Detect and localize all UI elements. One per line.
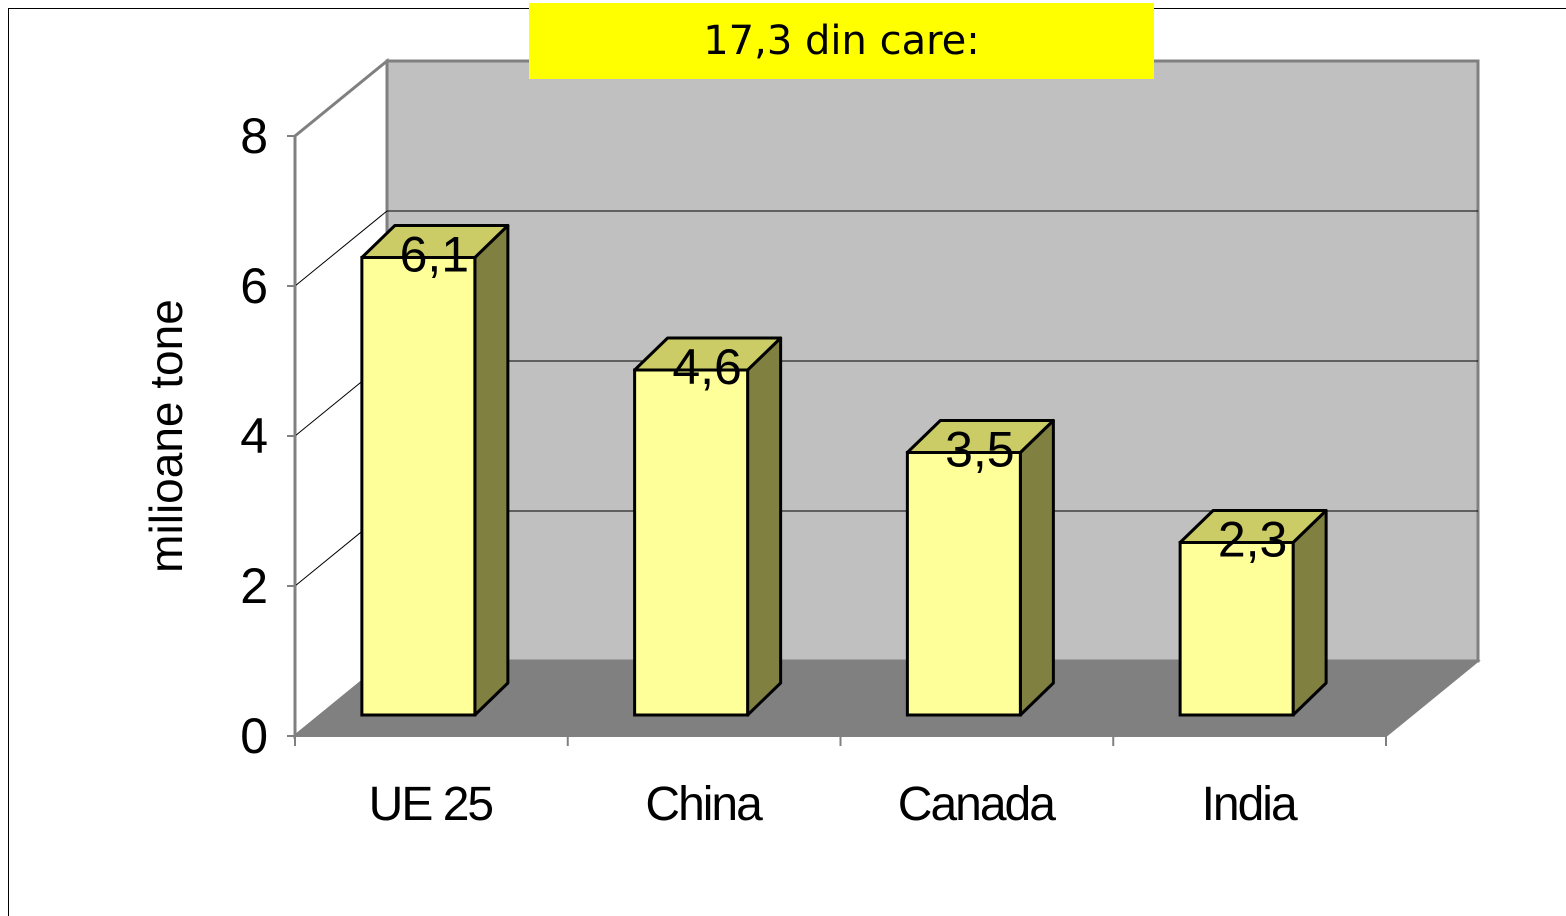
y-tick-label: 0 [240,708,268,764]
x-tick-label: India [1202,778,1298,831]
y-tick-label: 8 [240,108,268,164]
data-label: 6,1 [400,227,470,283]
bar [360,224,510,717]
y-tick-label: 4 [240,408,268,464]
gridline-side [294,210,388,287]
x-tick-label: China [645,778,763,831]
bar-side [746,336,783,717]
x-tick-label: Canada [898,778,1056,831]
y-tick-label: 2 [240,558,268,614]
y-axis-title: milioane tone [140,299,192,573]
bar-front [1178,541,1295,717]
bar [633,336,783,717]
x-tick-label: UE 25 [369,778,493,831]
chart-title: 17,3 din care: [529,3,1154,79]
bar [1178,509,1328,717]
bar-front [633,368,750,717]
data-label: 3,5 [945,422,1015,478]
bar-front [905,451,1022,717]
bar [905,419,1055,717]
bar-front [360,256,477,717]
data-label: 4,6 [672,339,742,395]
bar-side [1291,509,1328,717]
y-tick-label: 6 [240,258,268,314]
bar-side [1018,419,1055,717]
bar-side [473,224,510,717]
data-label: 2,3 [1218,512,1288,568]
